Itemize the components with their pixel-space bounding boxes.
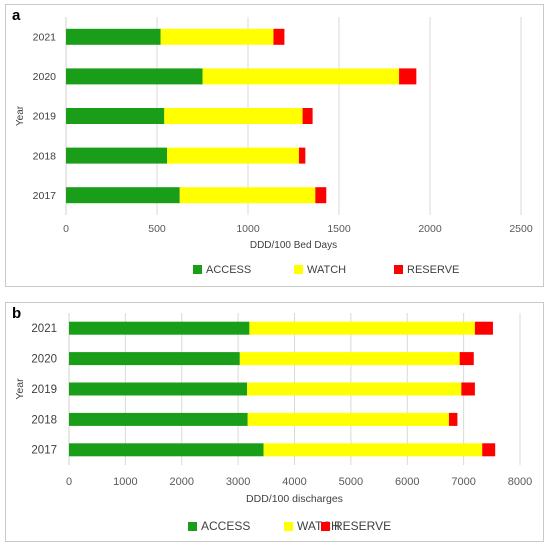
bar-segment-reserve [298,147,306,164]
legend-label: RESERVE [407,264,459,276]
bar-segment-access [66,187,180,204]
bar-segment-watch [160,28,274,45]
x-tick-label: 2500 [509,223,533,235]
chart-panel-a: a 0 500 1000 1500 2000 2500 2021 2020 2019 2018 20… [5,4,544,287]
bar-segment-reserve [302,108,313,124]
y-category-label: 2018 [33,150,57,162]
y-category-label: 2018 [31,414,57,426]
bar-segment-reserve [474,321,493,335]
y-category-label: 2019 [33,111,57,123]
bar-segment-access [69,412,248,426]
bar-segment-watch [179,187,316,204]
bar-segment-watch [247,412,449,426]
x-tick-label: 6000 [395,476,419,488]
y-category-label: 2019 [31,384,57,396]
bar-segment-watch [263,443,483,457]
legend-swatch [294,265,303,274]
bar-segment-access [69,352,240,366]
legend-label: RESERVE [334,519,391,533]
x-tick-label: 7000 [451,476,475,488]
bar-segment-access [66,68,203,85]
bar-segment-reserve [273,28,285,45]
x-tick-label: 5000 [339,476,363,488]
x-tick-label: 500 [148,223,166,235]
x-tick-label: 1000 [236,223,260,235]
legend-swatch [284,522,293,531]
bar-segment-access [69,321,250,335]
bar-segment-reserve [459,352,474,366]
x-axis-title: DDD/100 discharges [246,493,343,505]
bar-segment-access [69,382,248,396]
x-axis-title: DDD/100 Bed Days [250,240,337,251]
y-axis-title: Year [14,378,26,400]
x-tick-label: 2000 [418,223,442,235]
x-tick-label: 0 [66,476,72,488]
legend-swatch [321,522,330,531]
bar-segment-reserve [448,412,458,426]
bar-segment-watch [249,321,475,335]
y-category-label: 2020 [31,353,57,365]
y-axis-title: Year [15,105,26,126]
x-tick-label: 0 [63,223,69,235]
x-tick-label: 3000 [226,476,250,488]
x-tick-label: 2000 [170,476,194,488]
legend-label: ACCESS [206,264,251,276]
x-tick-label: 4000 [282,476,306,488]
bar-segment-access [66,28,161,45]
y-category-label: 2017 [33,190,57,202]
legend-swatch [188,522,197,531]
chart-panel-b: b 0 1000 2000 3000 4000 5000 6000 7000 8000 2021 2… [5,302,544,542]
bar-segment-watch [239,352,460,366]
x-tick-label: 8000 [508,476,532,488]
bar-segment-watch [167,147,299,164]
legend-label: WATCH [307,264,346,276]
bar-segment-access [66,108,165,124]
x-tick-label: 1500 [327,223,351,235]
bar-segment-access [69,443,264,457]
legend-label: ACCESS [201,519,250,533]
bar-segment-watch [202,68,400,85]
chart-a: 0 500 1000 1500 2000 2500 2021 2020 2019 2018 2017… [15,17,533,276]
bar-segment-watch [247,382,462,396]
panel-letter-b: b [12,305,22,322]
x-tick-label: 1000 [113,476,137,488]
bar-segment-watch [164,108,303,124]
panel-letter-a: a [12,7,21,24]
legend-swatch [394,265,403,274]
legend-swatch [193,265,202,274]
y-category-label: 2021 [33,31,57,43]
y-category-label: 2021 [31,323,57,335]
bar-segment-access [66,147,168,164]
y-category-label: 2020 [33,71,57,83]
bar-segment-reserve [315,187,327,204]
chart-b: 0 1000 2000 3000 4000 5000 6000 7000 8000 2021 202… [14,313,532,533]
y-category-label: 2017 [31,445,57,457]
bar-segment-reserve [461,382,475,396]
bar-segment-reserve [482,443,496,457]
bar-segment-reserve [399,68,417,85]
